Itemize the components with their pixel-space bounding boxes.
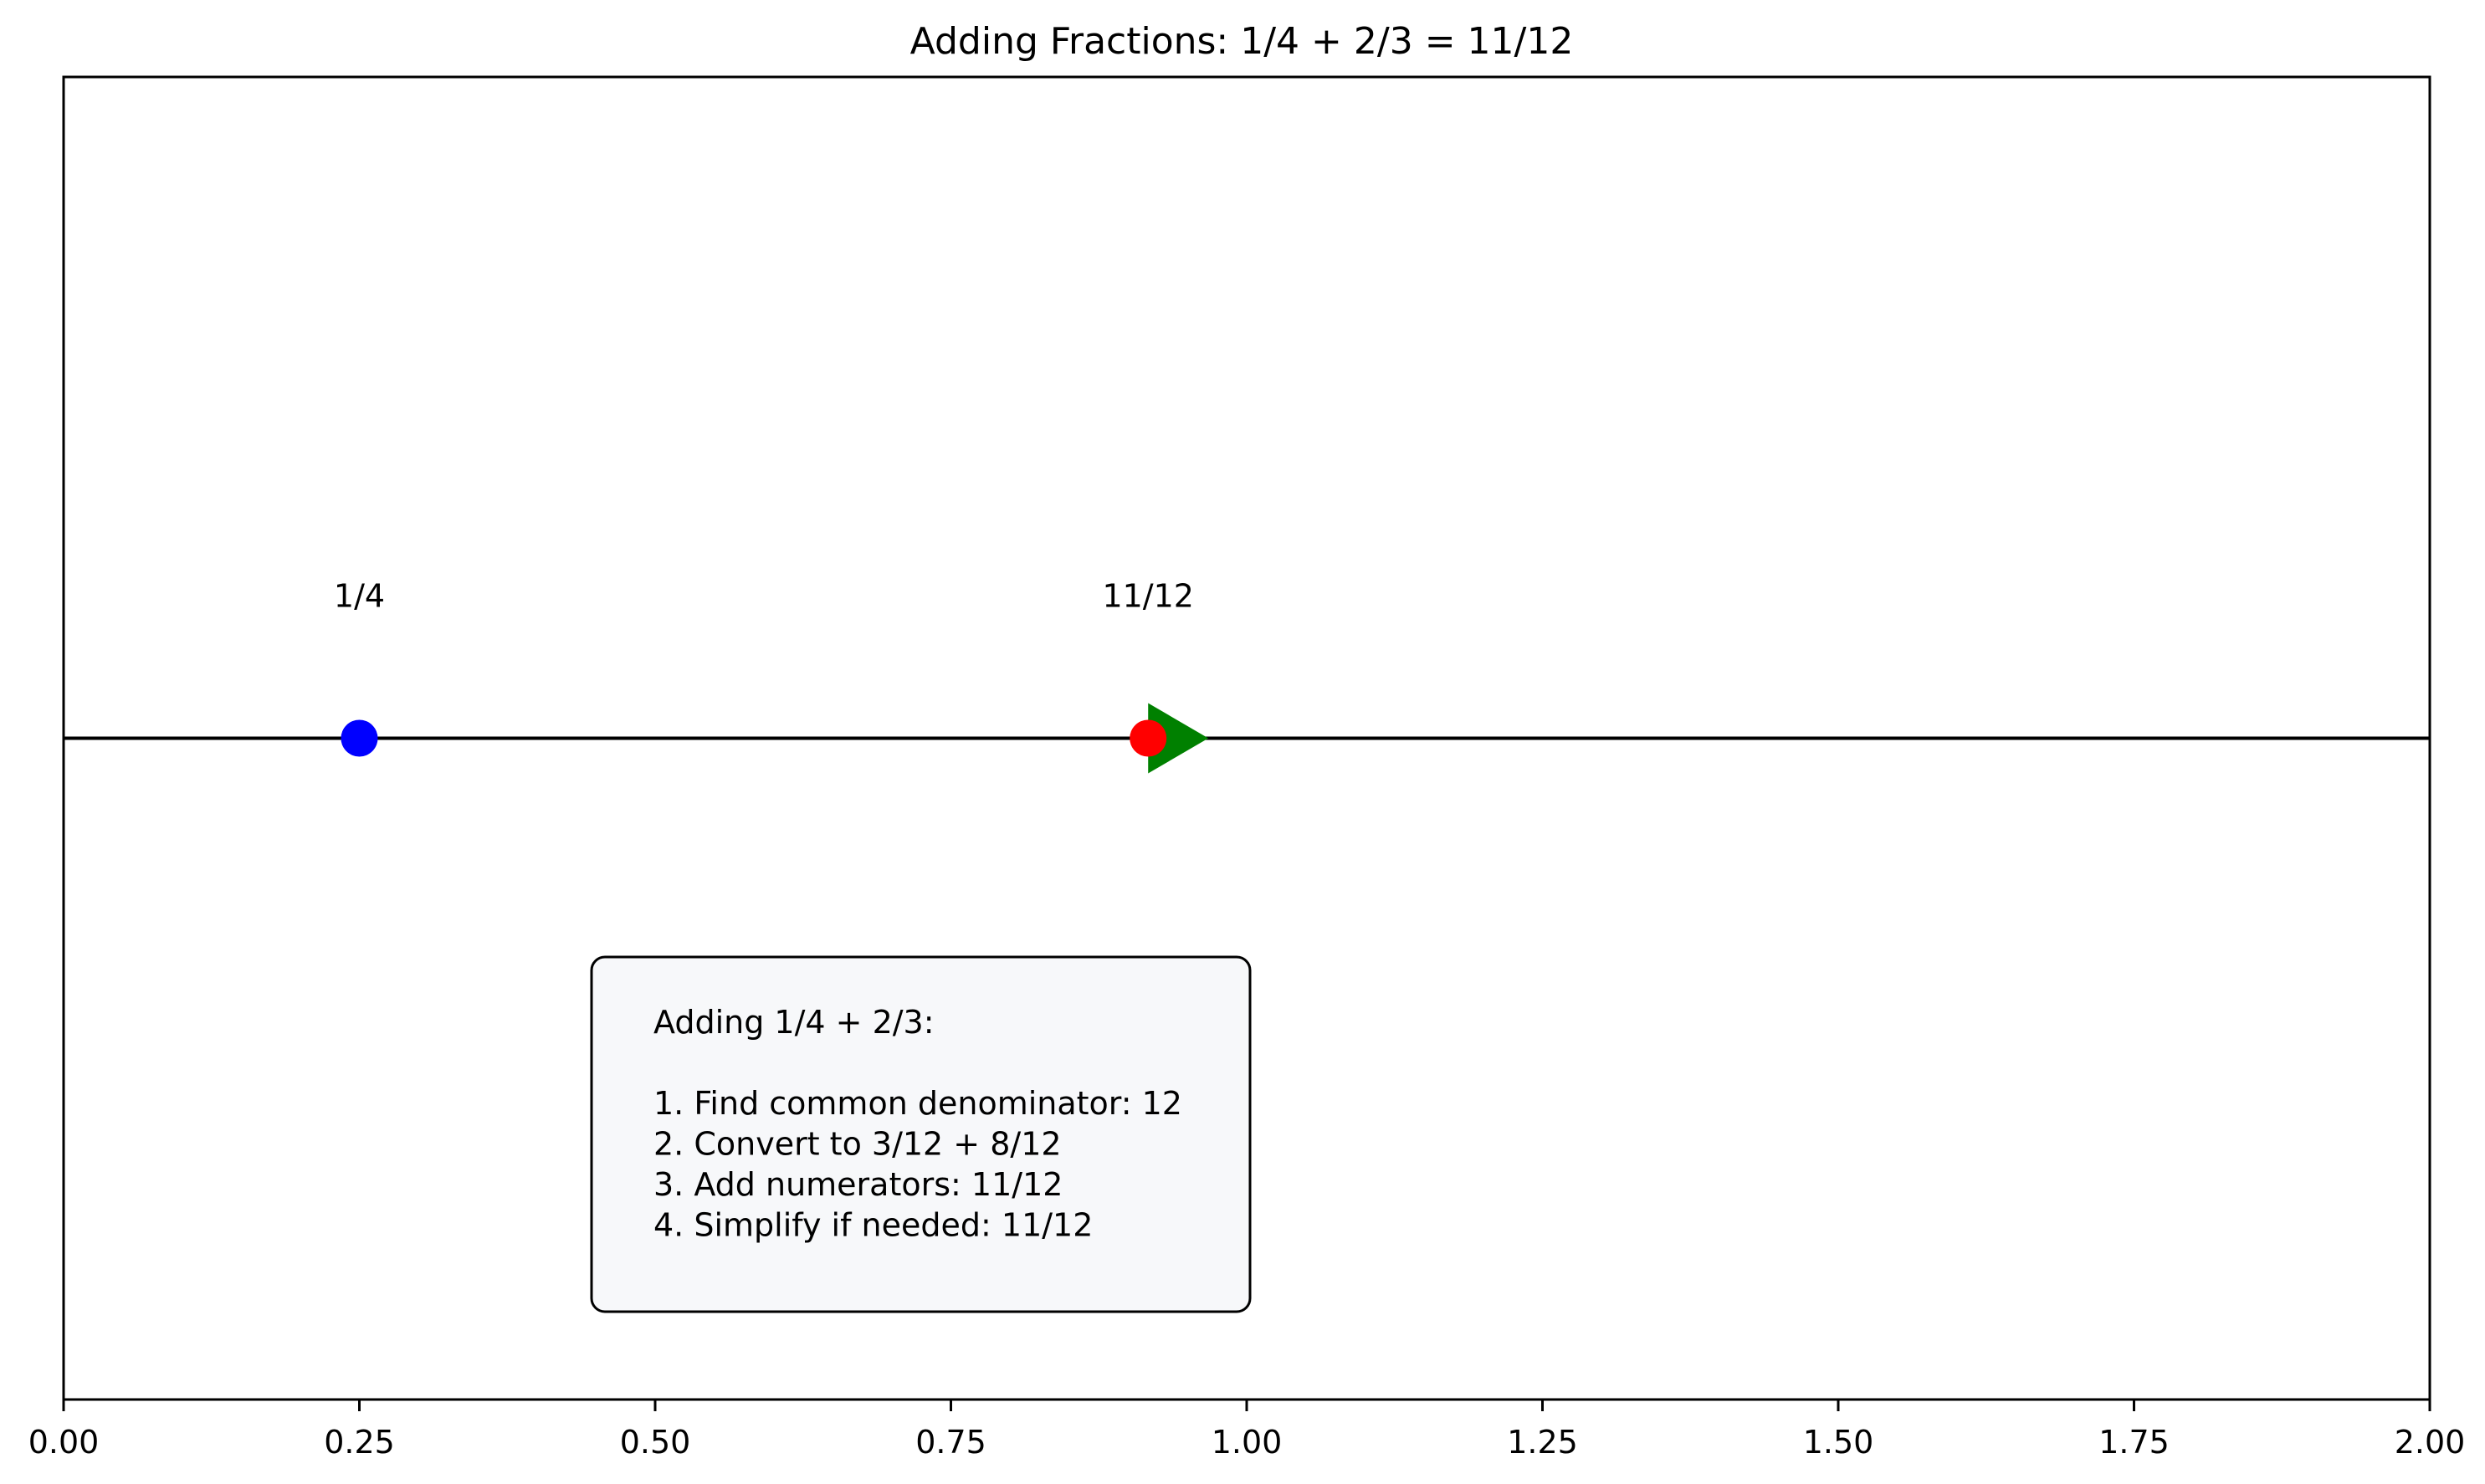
x-tick-label-3: 0.50	[620, 1424, 691, 1461]
point-marker-1	[341, 719, 378, 757]
x-tick-label-1: 0.00	[28, 1424, 100, 1461]
annotation-line-3: 1. Find common denominator: 12	[653, 1085, 1182, 1122]
annotation-line-5: 3. Add numerators: 11/12	[653, 1166, 1063, 1203]
point-label-2: 11/12	[1102, 578, 1194, 615]
x-tick-label-8: 1.75	[2098, 1424, 2170, 1461]
sum-arrow-head	[1148, 703, 1209, 774]
annotation-line-6: 4. Simplify if needed: 11/12	[653, 1207, 1093, 1244]
point-marker-2	[1130, 719, 1167, 757]
x-tick-label-9: 2.00	[2395, 1424, 2466, 1461]
chart-title: Adding Fractions: 1/4 + 2/3 = 11/12	[910, 20, 1574, 63]
annotation-line-1: Adding 1/4 + 2/3:	[653, 1004, 935, 1041]
x-tick-label-5: 1.00	[1212, 1424, 1283, 1461]
annotation-box	[590, 955, 1252, 1313]
x-tick-label-6: 1.25	[1507, 1424, 1578, 1461]
annotation-line-4: 2. Convert to 3/12 + 8/12	[653, 1126, 1062, 1163]
x-tick-label-7: 1.50	[1803, 1424, 1874, 1461]
plot-area: 1/4 11/12 Adding 1/4 + 2/3: 1. Find common …	[28, 75, 2466, 1461]
x-tick-label-2: 0.25	[324, 1424, 395, 1461]
point-label-1: 1/4	[334, 578, 385, 615]
x-tick-label-4: 0.75	[915, 1424, 986, 1461]
